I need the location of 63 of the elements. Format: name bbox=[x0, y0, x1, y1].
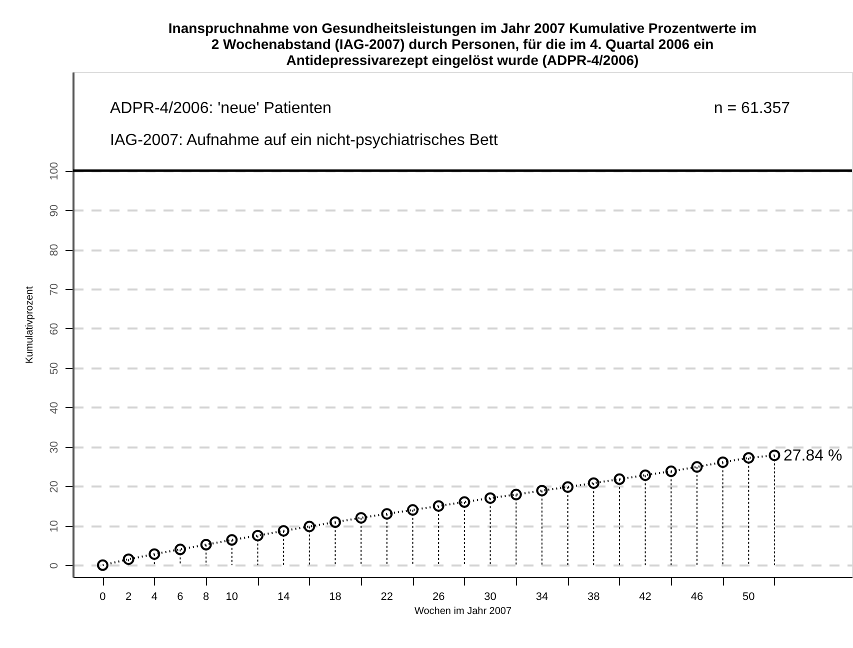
y-tick-label: 80 bbox=[48, 244, 60, 256]
y-tick-label: 10 bbox=[48, 520, 60, 532]
point bbox=[122, 554, 134, 565]
x-tick-label: 14 bbox=[277, 591, 290, 603]
x-tick-label: 46 bbox=[690, 591, 704, 603]
x-tick-label: 8 bbox=[203, 591, 210, 603]
point bbox=[381, 508, 393, 520]
x-tick-label: 18 bbox=[329, 591, 342, 603]
point bbox=[562, 481, 574, 493]
point bbox=[407, 504, 419, 516]
y-tick-label: 70 bbox=[48, 283, 60, 296]
x-axis-title: Wochen im Jahr 2007 bbox=[414, 606, 512, 617]
y-tick-label: 60 bbox=[48, 322, 60, 336]
point bbox=[717, 456, 729, 468]
point bbox=[484, 492, 496, 504]
x-tick-label: 0 bbox=[100, 591, 106, 603]
y-tick-label: 0 bbox=[48, 562, 60, 569]
point bbox=[174, 544, 186, 556]
data-label: 27.84 % bbox=[783, 447, 842, 464]
point bbox=[768, 450, 780, 462]
text: Antidepressivarezept eingelöst wurde (ADPR-4/2006) bbox=[286, 52, 639, 68]
point bbox=[588, 477, 600, 489]
point bbox=[458, 496, 470, 508]
x-tick-label: 38 bbox=[588, 591, 600, 603]
x-tick-label: 4 bbox=[151, 591, 158, 603]
y-tick-label: 40 bbox=[48, 402, 60, 414]
y-tick-label: 30 bbox=[48, 441, 60, 454]
point bbox=[304, 520, 316, 532]
point bbox=[148, 548, 160, 560]
x-tick-label: 34 bbox=[536, 591, 548, 603]
point bbox=[536, 484, 548, 496]
x-tick-label: 10 bbox=[226, 591, 238, 603]
text: Inanspruchnahme von Gesundheitsleistungen im Jahr 2007 Kumulative Prozentwerte im bbox=[168, 20, 757, 36]
x-tick-label: 22 bbox=[380, 591, 394, 603]
annotation: n = 61.357 bbox=[714, 100, 790, 117]
x-tick-label: 2 bbox=[125, 591, 132, 603]
point bbox=[742, 452, 754, 464]
x-tick-label: 50 bbox=[742, 591, 755, 603]
point bbox=[330, 516, 341, 528]
y-tick-label: 50 bbox=[48, 362, 60, 375]
point bbox=[432, 500, 444, 512]
x-tick-label: 6 bbox=[177, 591, 184, 603]
x-tick-label: 26 bbox=[432, 591, 445, 603]
point bbox=[640, 469, 652, 481]
point bbox=[510, 488, 522, 500]
y-tick-label: 90 bbox=[48, 204, 60, 217]
point bbox=[665, 466, 677, 477]
annotation: IAG-2007: Aufnahme auf ein nicht-psychiatrisches Bett bbox=[110, 132, 498, 149]
point bbox=[614, 473, 626, 485]
y-tick-label: 100 bbox=[48, 162, 60, 180]
point bbox=[252, 530, 264, 542]
x-tick-label: 42 bbox=[639, 591, 652, 603]
point bbox=[278, 525, 290, 537]
y-tick-label: 20 bbox=[48, 480, 60, 493]
point bbox=[691, 461, 703, 473]
text: 2 Wochenabstand (IAG-2007) durch Personen, für die im 4. Quartal 2006 ein bbox=[211, 36, 714, 52]
point bbox=[355, 512, 367, 524]
x-tick-label: 30 bbox=[484, 591, 496, 603]
point bbox=[200, 538, 212, 550]
point bbox=[226, 534, 238, 546]
annotation: ADPR-4/2006: 'neue' Patienten bbox=[110, 100, 332, 117]
y-axis-title: Kumulativprozent bbox=[24, 286, 36, 364]
point bbox=[96, 559, 108, 571]
